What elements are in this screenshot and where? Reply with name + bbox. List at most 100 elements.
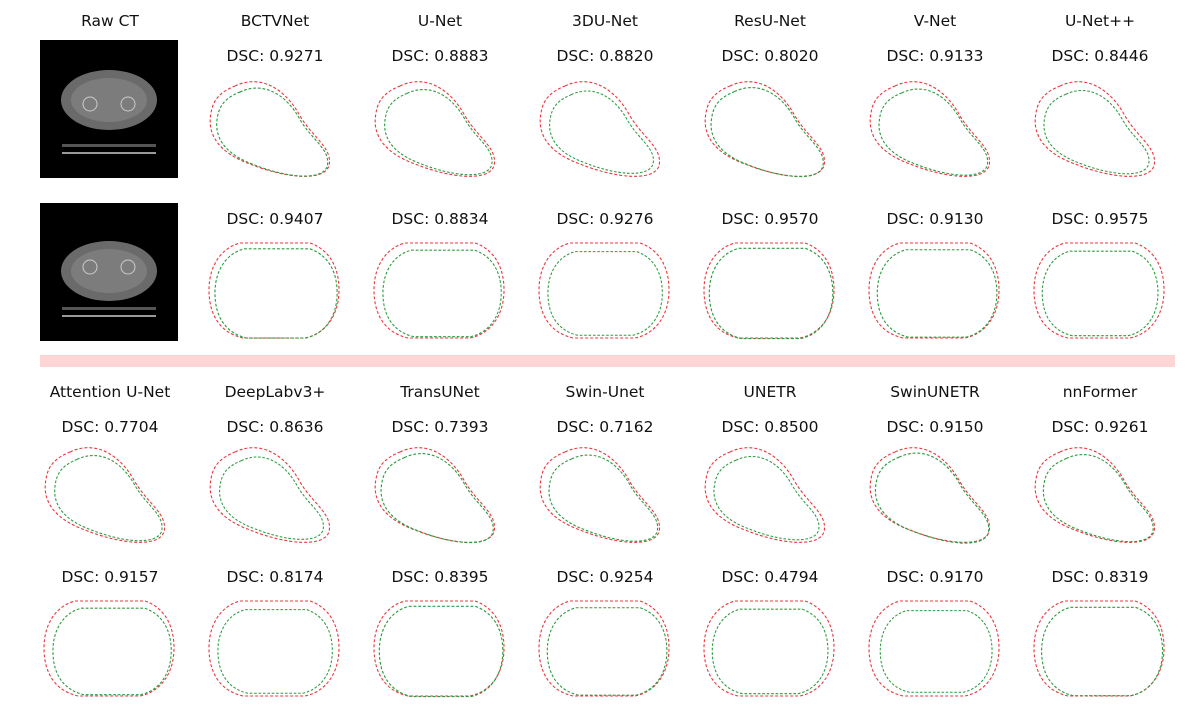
dsc-score: DSC: 0.9276	[556, 210, 654, 228]
contour-overlay	[40, 444, 180, 549]
prediction-contour	[713, 455, 820, 541]
contour-overlay	[1030, 238, 1170, 343]
ground-truth-contour	[868, 600, 1000, 697]
dsc-score: DSC: 0.9130	[886, 210, 984, 228]
column-header: UNETR	[743, 383, 797, 401]
dsc-score: DSC: 0.9570	[721, 210, 819, 228]
ground-truth-contour	[374, 447, 496, 543]
dsc-score: DSC: 0.8883	[391, 47, 489, 65]
ground-truth-contour	[538, 600, 670, 697]
ground-truth-contour	[704, 447, 826, 543]
column-header: U-Net	[417, 12, 463, 30]
column-header: Raw CT	[81, 12, 139, 30]
column-header: SwinUNETR	[890, 383, 980, 401]
prediction-contour	[217, 609, 333, 694]
ground-truth-contour	[373, 242, 505, 339]
column-header: DeepLabv3+	[224, 383, 326, 401]
contour-overlay	[865, 78, 1005, 183]
dsc-score: DSC: 0.9150	[886, 418, 984, 436]
prediction-contour	[547, 251, 663, 336]
contour-overlay	[535, 596, 675, 701]
prediction-contour	[380, 453, 494, 544]
contour-overlay	[865, 596, 1005, 701]
contour-overlay	[700, 238, 840, 343]
ground-truth-contour	[869, 447, 991, 543]
column-header: Swin-Unet	[565, 383, 645, 401]
dsc-score: DSC: 0.8636	[226, 418, 324, 436]
contour-overlay	[865, 238, 1005, 343]
column-header: nnFormer	[1062, 383, 1138, 401]
ground-truth-contour	[868, 242, 1000, 339]
contour-overlay	[865, 444, 1005, 549]
ground-truth-contour	[703, 242, 835, 339]
prediction-contour	[549, 90, 654, 174]
contour-overlay	[205, 596, 345, 701]
ground-truth-contour	[1034, 447, 1156, 543]
prediction-contour	[1041, 250, 1159, 337]
contour-overlay	[700, 78, 840, 183]
contour-overlay	[535, 444, 675, 549]
raw-ct-image	[40, 40, 178, 178]
contour-overlay	[370, 78, 510, 183]
dsc-score: DSC: 0.7704	[61, 418, 159, 436]
prediction-contour	[876, 249, 998, 338]
prediction-contour	[710, 87, 824, 178]
ground-truth-contour	[1033, 600, 1165, 697]
dsc-score: DSC: 0.9157	[61, 568, 159, 586]
prediction-contour	[874, 452, 990, 544]
contour-overlay	[370, 596, 510, 701]
ground-truth-contour	[374, 81, 496, 177]
ground-truth-contour	[209, 81, 331, 177]
prediction-contour	[1042, 454, 1154, 543]
contour-overlay	[700, 444, 840, 549]
column-header: U-Net++	[1064, 12, 1136, 30]
dsc-score: DSC: 0.8834	[391, 210, 489, 228]
ground-truth-contour	[704, 81, 826, 177]
contour-overlay	[370, 444, 510, 549]
prediction-contour	[384, 89, 493, 176]
ground-truth-contour	[373, 600, 505, 697]
column-header: 3DU-Net	[572, 12, 638, 30]
ground-truth-contour	[869, 81, 991, 177]
prediction-contour	[214, 248, 338, 339]
prediction-contour	[52, 607, 172, 696]
raw-ct-image	[40, 203, 178, 341]
column-header: BCTVNet	[240, 12, 310, 30]
prediction-contour	[548, 454, 659, 542]
ground-truth-contour	[1033, 242, 1165, 339]
contour-overlay	[370, 238, 510, 343]
dsc-score: DSC: 0.8820	[556, 47, 654, 65]
dsc-score: DSC: 0.9575	[1051, 210, 1149, 228]
column-header: TransUNet	[400, 383, 480, 401]
contour-overlay	[205, 444, 345, 549]
dsc-score: DSC: 0.8020	[721, 47, 819, 65]
prediction-contour	[216, 87, 329, 177]
contour-overlay	[1030, 78, 1170, 183]
ground-truth-contour	[1034, 81, 1156, 177]
contour-overlay	[40, 596, 180, 701]
ground-truth-contour	[208, 600, 340, 697]
contour-overlay	[700, 596, 840, 701]
contour-overlay	[1030, 596, 1170, 701]
prediction-contour	[382, 249, 502, 338]
ground-truth-contour	[43, 600, 175, 697]
dsc-score: DSC: 0.9133	[886, 47, 984, 65]
prediction-contour	[708, 247, 834, 340]
prediction-contour	[711, 608, 829, 695]
dsc-score: DSC: 0.8500	[721, 418, 819, 436]
dsc-score: DSC: 0.7162	[556, 418, 654, 436]
ground-truth-contour	[208, 242, 340, 339]
dsc-score: DSC: 0.9261	[1051, 418, 1149, 436]
ground-truth-contour	[539, 447, 661, 543]
prediction-contour	[378, 605, 504, 698]
dsc-score: DSC: 0.9407	[226, 210, 324, 228]
dsc-score: DSC: 0.8174	[226, 568, 324, 586]
dsc-score: DSC: 0.9271	[226, 47, 324, 65]
ground-truth-contour	[539, 81, 661, 177]
contour-overlay	[205, 238, 345, 343]
prediction-contour	[54, 455, 163, 542]
dsc-score: DSC: 0.4794	[721, 568, 819, 586]
prediction-contour	[546, 607, 668, 696]
dsc-score: DSC: 0.8319	[1051, 568, 1149, 586]
column-header: Attention U-Net	[49, 383, 171, 401]
